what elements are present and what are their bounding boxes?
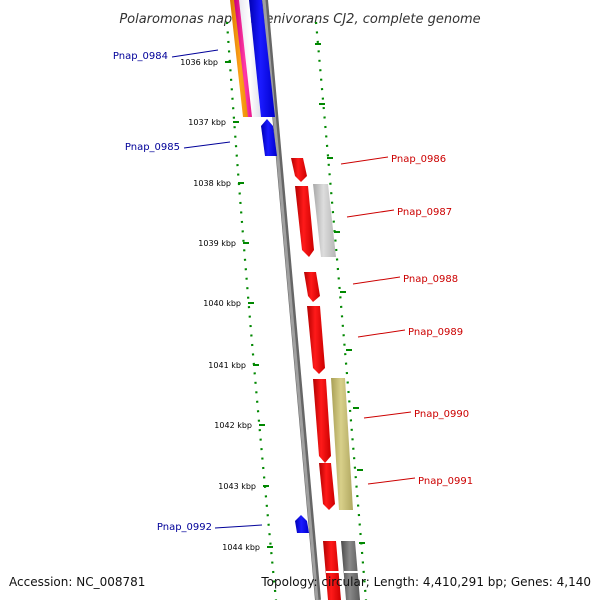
gene-label-leader <box>352 276 401 285</box>
gene-pnap-0988[interactable] <box>304 272 320 302</box>
gene-label-leader <box>171 49 219 58</box>
gene-pnap-0991[interactable] <box>319 463 335 510</box>
gene-pnap-0992[interactable] <box>295 515 309 533</box>
gene-block-red-bottom[interactable] <box>323 541 341 600</box>
gene-label-leader <box>183 141 231 149</box>
gene-label-pnap-0989[interactable]: Pnap_0989 <box>408 327 463 338</box>
gene-label-leader <box>363 411 412 419</box>
gene-label-leader <box>214 524 263 529</box>
scale-tick-label: 1036 kbp <box>180 58 218 67</box>
outer-dotted-ring <box>314 21 368 600</box>
scale-ticks: 1036 kbp 1037 kbp 1038 kbp 1039 kbp 1040 kbp… <box>180 43 365 552</box>
scale-tick-label: 1042 kbp <box>214 421 252 430</box>
gene-label-pnap-0990[interactable]: Pnap_0990 <box>414 409 469 420</box>
gene-pnap-0987-homolog[interactable] <box>313 184 336 257</box>
scale-tick-label: 1043 kbp <box>218 482 256 491</box>
gene-label-pnap-0987[interactable]: Pnap_0987 <box>397 207 452 218</box>
genome-backbone <box>262 0 319 600</box>
scale-tick-label: 1038 kbp <box>193 179 231 188</box>
scale-tick-label: 1039 kbp <box>198 239 236 248</box>
gene-pnap-0986[interactable] <box>291 158 307 182</box>
scale-tick-label: 1041 kbp <box>208 361 246 370</box>
gene-pnap-0989[interactable] <box>307 306 325 374</box>
gene-label-pnap-0991[interactable]: Pnap_0991 <box>418 476 473 487</box>
gene-label-pnap-0986[interactable]: Pnap_0986 <box>391 154 446 165</box>
gene-pnap-0985[interactable] <box>261 119 277 156</box>
gene-label-pnap-0985[interactable]: Pnap_0985 <box>125 142 180 153</box>
gene-pnap-0990[interactable] <box>313 379 331 463</box>
gene-label-leader <box>367 477 416 485</box>
gene-label-pnap-0984[interactable]: Pnap_0984 <box>113 51 168 62</box>
gene-label-leader <box>346 209 395 218</box>
gene-label-leader <box>340 156 389 165</box>
gene-labels: Pnap_0984 Pnap_0985 Pnap_0986 Pnap_0987 Pnap… <box>113 49 473 533</box>
gene-label-pnap-0988[interactable]: Pnap_0988 <box>403 274 458 285</box>
gene-pnap-0987[interactable] <box>295 186 314 257</box>
gene-pnap-0990-homolog[interactable] <box>331 378 353 510</box>
scale-tick-label: 1040 kbp <box>203 299 241 308</box>
topology-text: Topology: circular; Length: 4,410,291 bp… <box>260 575 591 589</box>
gene-block-white[interactable] <box>239 0 261 117</box>
accession-text: Accession: NC_008781 <box>9 575 145 589</box>
gene-label-leader <box>357 329 406 338</box>
scale-tick-label: 1037 kbp <box>188 118 226 127</box>
scale-tick-label: 1044 kbp <box>222 543 260 552</box>
gene-block-blue[interactable] <box>249 0 275 117</box>
gene-block-grey-bottom[interactable] <box>341 541 360 600</box>
map-title: Polaromonas naphthalenivorans CJ2, compl… <box>119 12 480 27</box>
gene-label-pnap-0992[interactable]: Pnap_0992 <box>157 522 212 533</box>
